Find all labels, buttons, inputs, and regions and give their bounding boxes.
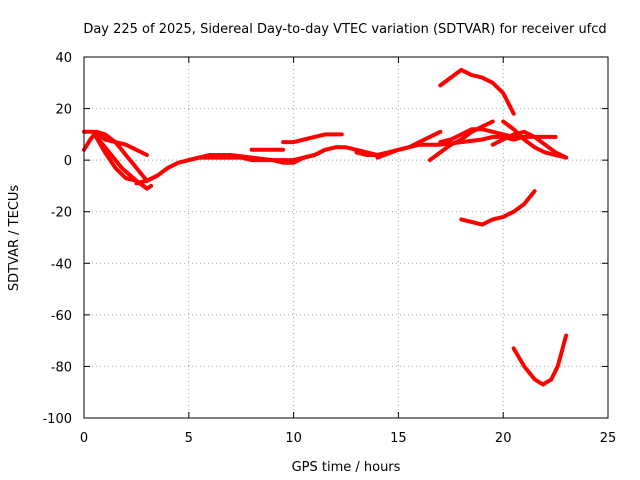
y-tick-label: -20: [51, 206, 72, 221]
x-tick-label: 15: [390, 431, 407, 446]
axis-ticks: 40 20 0 -20 -40 -60 -80 -100 0 5 10 15 20 25: [42, 51, 616, 446]
series-arc-2: [82, 129, 149, 157]
y-tick-label: -40: [51, 257, 72, 272]
y-axis-label: SDTVAR / TECUs: [7, 185, 22, 292]
x-tick-label: 10: [285, 431, 302, 446]
y-tick-label: -100: [42, 412, 72, 427]
y-tick-label: -60: [51, 309, 72, 324]
series-arc-11: [427, 119, 495, 163]
plot-frame: [83, 56, 609, 419]
x-tick-label: 5: [185, 431, 193, 446]
chart-title: Day 225 of 2025, Sidereal Day-to-day VTE…: [83, 22, 606, 37]
series-arc-16: [459, 189, 537, 227]
series-arc-6: [186, 147, 327, 163]
series-arc-5: [134, 145, 380, 186]
y-tick-label: -80: [51, 360, 72, 375]
x-tick-label: 20: [495, 431, 512, 446]
y-tick-label: 0: [64, 154, 72, 169]
grid-lines: [84, 57, 608, 418]
x-axis-label: GPS time / hours: [292, 460, 401, 475]
data-series: [82, 67, 569, 387]
series-arc-14: [501, 119, 569, 160]
x-tick-label: 25: [600, 431, 617, 446]
y-tick-label: 20: [55, 103, 72, 118]
series-arc-13: [490, 129, 569, 160]
series-arc-8: [281, 132, 344, 145]
series-arc-17: [511, 333, 569, 387]
x-tick-label: 0: [80, 431, 88, 446]
y-tick-label: 40: [55, 51, 72, 66]
series-arc-15: [438, 67, 516, 116]
